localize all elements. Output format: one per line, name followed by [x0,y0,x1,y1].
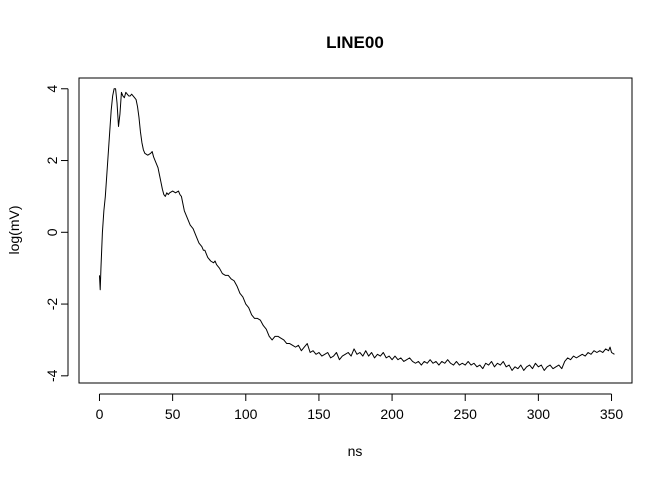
x-tick-label: 350 [600,406,624,422]
x-tick-label: 50 [165,406,181,422]
y-tick-label: -4 [44,369,60,382]
x-tick-label: 300 [527,406,551,422]
x-tick-label: 150 [307,406,331,422]
y-tick-label: 2 [44,156,60,164]
x-tick-label: 0 [96,406,104,422]
x-axis: 0 50 100 150 200 250 300 350 [96,393,624,422]
plot-frame [78,77,633,384]
x-axis-label: ns [348,443,363,459]
y-axis: -4 -2 0 2 4 [44,85,69,382]
x-tick-label: 250 [454,406,478,422]
y-tick-label: -2 [44,298,60,311]
x-tick-label: 200 [380,406,404,422]
x-tick-label: 100 [234,406,258,422]
y-tick-label: 0 [44,228,60,236]
series-line [98,88,615,371]
y-axis-label: log(mV) [6,205,22,254]
y-tick-label: 4 [44,85,60,93]
chart-title: LINE00 [326,33,384,52]
